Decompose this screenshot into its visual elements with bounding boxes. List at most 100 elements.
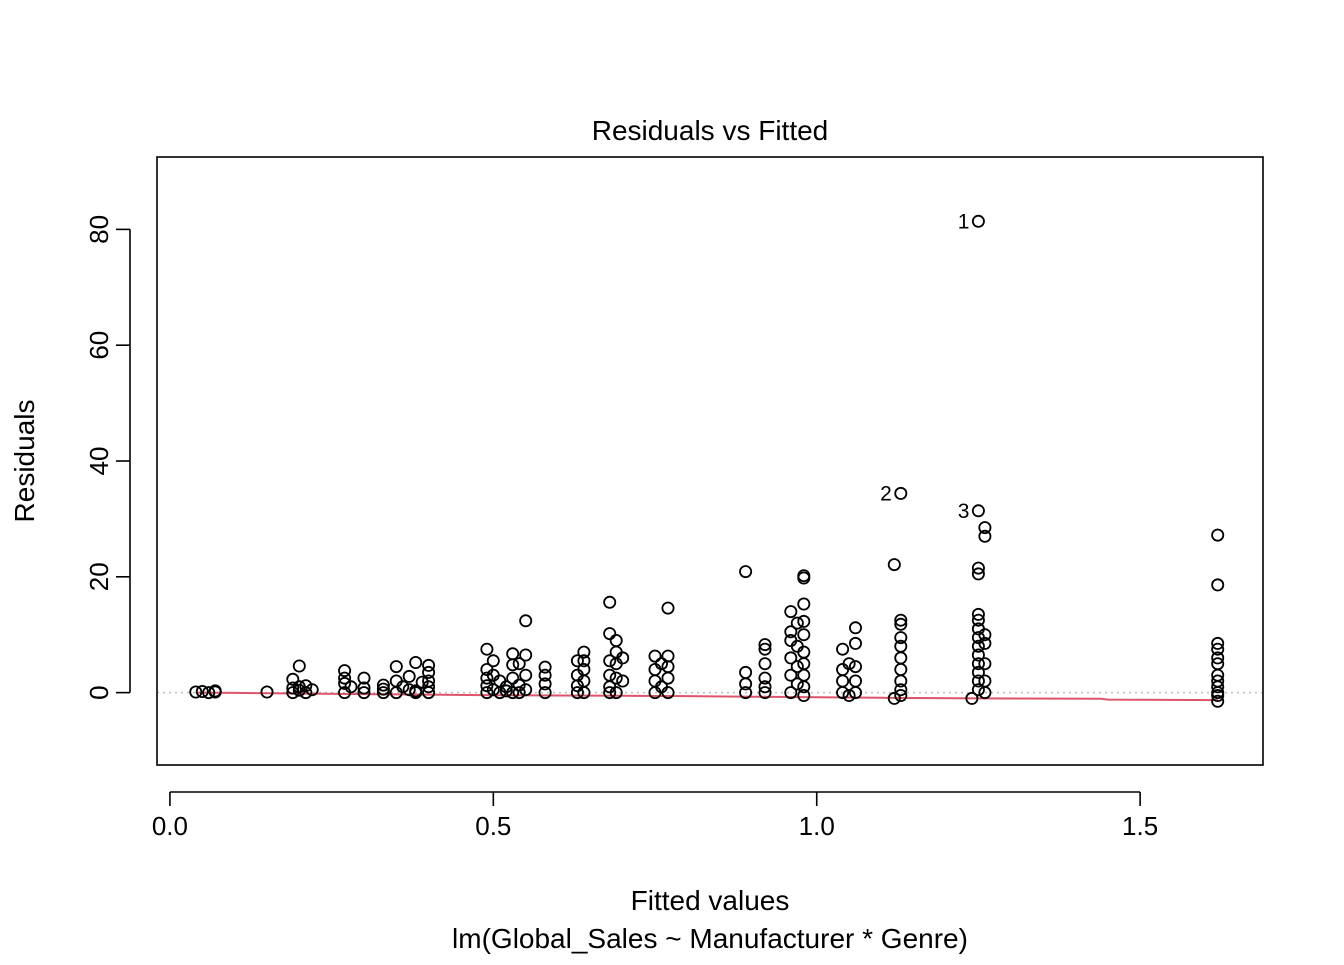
data-point xyxy=(376,678,390,692)
data-point xyxy=(842,689,856,703)
data-point xyxy=(797,597,811,611)
data-point xyxy=(286,681,300,695)
data-point xyxy=(1211,642,1225,656)
data-point xyxy=(978,636,992,650)
data-point xyxy=(480,686,494,700)
data-point xyxy=(402,669,416,683)
data-point xyxy=(784,605,798,619)
data-point xyxy=(836,642,850,656)
data-point xyxy=(971,567,985,581)
data-point xyxy=(849,660,863,674)
smooth-line xyxy=(195,691,1218,702)
data-point xyxy=(971,674,985,688)
chart-title: Residuals vs Fitted xyxy=(592,115,829,146)
data-point xyxy=(971,683,985,697)
data-point xyxy=(422,658,436,672)
data-point xyxy=(396,680,410,694)
data-point xyxy=(894,689,908,703)
data-point xyxy=(758,642,772,656)
data-point xyxy=(338,664,352,678)
data-point xyxy=(603,595,617,609)
data-point xyxy=(887,691,901,705)
data-point xyxy=(577,686,591,700)
data-point xyxy=(538,677,552,691)
data-point xyxy=(202,686,216,700)
data-point xyxy=(1211,651,1225,665)
data-point xyxy=(616,651,630,665)
smooth-line-layer xyxy=(195,691,1218,702)
data-point xyxy=(1211,636,1225,650)
data-point xyxy=(758,680,772,694)
data-point xyxy=(1211,578,1225,592)
data-point xyxy=(422,680,436,694)
point-annotation-label: 2 xyxy=(880,482,892,505)
data-point xyxy=(357,686,371,700)
data-point xyxy=(577,645,591,659)
data-point xyxy=(784,686,798,700)
data-point xyxy=(784,668,798,682)
data-point xyxy=(409,656,423,670)
data-point xyxy=(512,678,526,692)
data-point xyxy=(978,529,992,543)
data-point xyxy=(784,651,798,665)
data-point xyxy=(570,686,584,700)
data-point xyxy=(506,686,520,700)
data-point xyxy=(894,486,908,500)
data-point xyxy=(661,686,675,700)
y-tick-label: 0 xyxy=(84,685,114,699)
data-point xyxy=(499,684,513,698)
data-point xyxy=(409,686,423,700)
x-tick-label: 1.5 xyxy=(1122,811,1158,841)
data-point xyxy=(305,683,319,697)
data-point xyxy=(519,683,533,697)
data-point xyxy=(603,654,617,668)
chart-subtitle: lm(Global_Sales ~ Manufacturer * Genre) xyxy=(452,923,968,954)
y-axis-label: Residuals xyxy=(9,400,40,523)
data-point xyxy=(894,683,908,697)
x-tick-label: 1.0 xyxy=(799,811,835,841)
y-tick-label: 60 xyxy=(84,331,114,360)
data-point xyxy=(389,660,403,674)
data-point xyxy=(797,571,811,585)
y-tick-label: 20 xyxy=(84,562,114,591)
data-point xyxy=(758,657,772,671)
data-point xyxy=(286,672,300,686)
data-point xyxy=(538,660,552,674)
data-point xyxy=(894,631,908,645)
data-point xyxy=(338,671,352,685)
data-point xyxy=(422,674,436,688)
data-point xyxy=(661,601,675,615)
data-point xyxy=(739,565,753,579)
data-point xyxy=(790,616,804,630)
data-point xyxy=(758,638,772,652)
data-point xyxy=(971,214,985,228)
data-point xyxy=(512,686,526,700)
data-point xyxy=(486,683,500,697)
points-layer xyxy=(189,214,1225,708)
data-point xyxy=(260,685,274,699)
data-point xyxy=(603,627,617,641)
data-point xyxy=(376,682,390,696)
data-point xyxy=(978,521,992,535)
data-point xyxy=(577,654,591,668)
data-point xyxy=(292,659,306,673)
data-point xyxy=(849,621,863,635)
data-point xyxy=(519,648,533,662)
data-point xyxy=(603,686,617,700)
x-tick-label: 0.5 xyxy=(475,811,511,841)
data-point xyxy=(784,625,798,639)
data-point xyxy=(299,686,313,700)
data-point xyxy=(570,679,584,693)
y-axis: 0 20 40 60 80 xyxy=(84,215,131,700)
data-point xyxy=(208,685,222,699)
data-point xyxy=(978,628,992,642)
data-point xyxy=(1211,694,1225,708)
x-axis: 0.0 0.5 1.0 1.5 xyxy=(152,791,1158,841)
data-point xyxy=(344,680,358,694)
data-point xyxy=(978,657,992,671)
data-point xyxy=(887,558,901,572)
data-point xyxy=(1211,528,1225,542)
data-point xyxy=(538,686,552,700)
data-point xyxy=(842,657,856,671)
